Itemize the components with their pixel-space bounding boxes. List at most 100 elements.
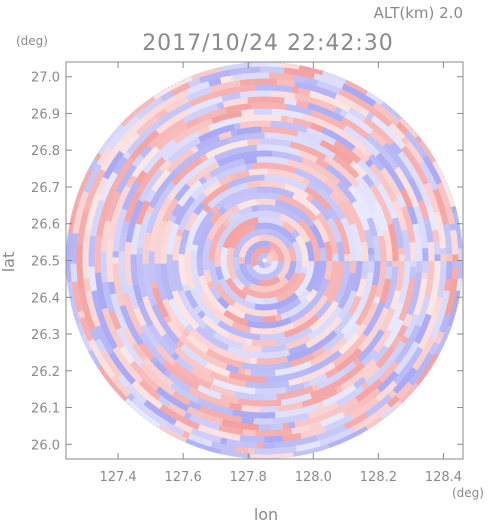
radar-cell xyxy=(253,418,260,425)
radar-cell xyxy=(213,404,222,413)
radar-cell xyxy=(352,437,362,446)
radar-cell xyxy=(243,441,251,449)
radar-cell xyxy=(295,444,303,453)
radar-cell xyxy=(77,167,86,177)
radar-cell xyxy=(430,223,439,232)
radar-cell xyxy=(241,96,249,105)
radar-cell xyxy=(245,90,253,98)
radar-cell xyxy=(295,62,304,65)
radar-cell xyxy=(404,254,412,261)
radar-cell xyxy=(312,440,322,449)
radar-cell xyxy=(330,65,340,75)
radar-cell xyxy=(317,272,326,281)
radar-cell xyxy=(332,260,340,268)
radar-cell xyxy=(165,253,173,261)
radar-cell xyxy=(144,392,154,403)
radar-cell xyxy=(153,292,162,301)
radar-cell xyxy=(216,113,225,122)
radar-cell xyxy=(375,118,385,129)
radar-cell xyxy=(238,336,247,345)
radar-cell xyxy=(433,241,441,249)
radar-cell xyxy=(306,398,316,407)
radar-cell xyxy=(243,368,251,377)
radar-cell xyxy=(232,256,239,265)
radar-cell xyxy=(258,131,265,139)
radar-cell xyxy=(262,328,270,336)
radar-cell xyxy=(82,278,91,286)
radar-cell xyxy=(75,256,83,264)
radar-cell xyxy=(88,278,97,286)
radar-cell xyxy=(107,281,115,289)
radar-cell xyxy=(265,418,273,426)
radar-cell xyxy=(227,135,236,144)
radar-cell xyxy=(354,241,363,249)
radar-cell xyxy=(310,78,319,87)
radar-cell xyxy=(71,281,79,289)
radar-cell xyxy=(276,423,284,431)
radar-cell xyxy=(317,413,326,423)
radar-cell xyxy=(457,205,463,214)
radar-cell xyxy=(265,253,273,260)
radar-cell xyxy=(343,266,351,274)
radar-cell xyxy=(410,254,418,261)
radar-cell xyxy=(292,104,301,113)
radar-cell xyxy=(253,406,260,413)
radar-cell xyxy=(442,313,452,322)
radar-cell xyxy=(359,278,368,287)
radar-cell xyxy=(88,204,97,213)
radar-cell xyxy=(444,170,454,180)
radar-cell xyxy=(233,433,241,442)
radar-cell xyxy=(302,380,311,389)
radar-cell xyxy=(390,235,398,243)
radar-cell xyxy=(270,381,278,389)
radar-cell xyxy=(427,302,436,311)
radar-cell xyxy=(112,244,120,252)
radar-cell xyxy=(387,112,397,123)
radar-cell xyxy=(101,231,109,240)
radar-cell xyxy=(432,308,441,317)
radar-cell xyxy=(410,248,417,255)
radar-cell xyxy=(357,284,366,293)
radar-cell xyxy=(68,322,77,331)
radar-cell xyxy=(244,350,253,359)
radar-cell xyxy=(377,278,386,287)
radar-cell xyxy=(231,396,240,405)
radar-cell xyxy=(292,160,301,169)
radar-cell xyxy=(175,228,184,237)
radar-cell xyxy=(392,254,400,261)
radar-cell xyxy=(213,259,221,268)
radar-cell xyxy=(274,369,282,377)
radar-cell xyxy=(325,63,334,72)
radar-cell xyxy=(256,155,264,163)
radar-cell xyxy=(358,229,367,238)
radar-cell xyxy=(171,260,179,267)
radar-cell xyxy=(279,386,287,395)
radar-cell xyxy=(452,260,460,268)
radar-cell xyxy=(153,150,164,160)
radar-cell xyxy=(159,79,169,89)
radar-cell xyxy=(164,435,174,445)
radar-cell xyxy=(111,213,120,222)
radar-cell xyxy=(318,451,328,459)
radar-cell xyxy=(272,150,280,158)
radar-cell xyxy=(250,62,258,67)
radar-cell xyxy=(296,253,304,262)
y-tick-label: 26.4 xyxy=(31,291,60,306)
radar-cell xyxy=(350,254,358,261)
radar-cell xyxy=(208,266,216,274)
radar-cell xyxy=(259,149,267,157)
radar-cell xyxy=(282,176,291,185)
radar-cell xyxy=(82,247,89,255)
radar-cell xyxy=(66,250,71,258)
radar-cell xyxy=(115,112,125,122)
radar-cell xyxy=(318,438,327,447)
radar-cell xyxy=(153,219,162,228)
radar-cell xyxy=(262,113,270,121)
radar-cell xyxy=(376,229,385,238)
radar-cell xyxy=(142,383,152,393)
radar-cell xyxy=(66,232,67,240)
radar-cell xyxy=(248,84,256,92)
radar-cell xyxy=(158,146,168,156)
radar-cell xyxy=(264,203,272,211)
radar-cell xyxy=(185,237,194,246)
